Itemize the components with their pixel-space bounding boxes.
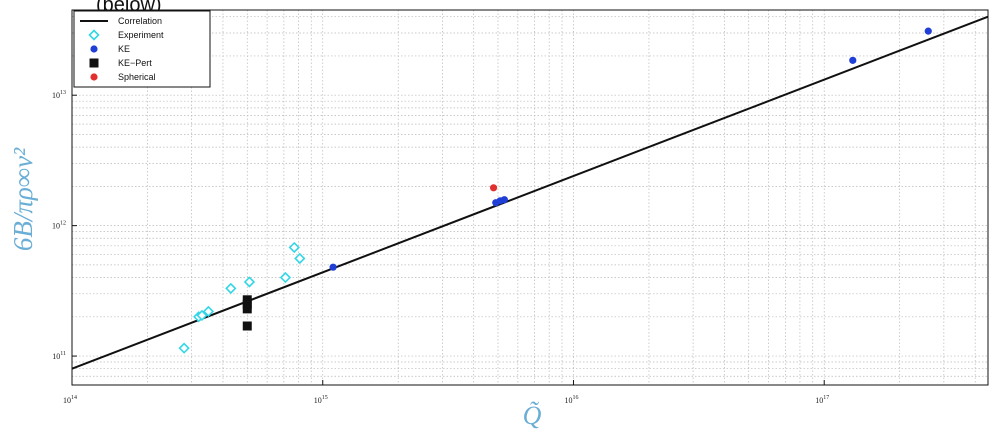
- legend-label: Correlation: [118, 16, 162, 26]
- legend-swatch: [90, 45, 98, 53]
- experiment-point: [202, 305, 215, 318]
- legend-label: Spherical: [118, 72, 156, 82]
- grid: [72, 10, 988, 385]
- data-point: [489, 184, 498, 192]
- experiment-point: [196, 309, 208, 322]
- data-point: [329, 263, 337, 271]
- data-marks: [71, 15, 989, 370]
- ke-pert-point: [242, 321, 252, 331]
- experiment-point: [294, 252, 306, 265]
- experiment-point: [288, 241, 300, 254]
- legend-label: Experiment: [118, 30, 164, 40]
- y-tick-label: 1012: [52, 221, 66, 231]
- x-tick-label: 1016: [564, 395, 578, 405]
- ke-pert-point: [242, 295, 252, 305]
- data-point: [849, 56, 857, 64]
- plot-frame: [71, 9, 989, 386]
- y-axis-label: 6B/πρ∞ν²: [8, 147, 38, 251]
- y-tick-label: 1011: [52, 351, 66, 361]
- legend-label: KE−Pert: [118, 58, 152, 68]
- experiment-point: [243, 276, 256, 288]
- series-spherical: [489, 184, 498, 192]
- data-point: [924, 27, 932, 35]
- experiment-point: [279, 271, 292, 284]
- axis-ticks: 1014 1015 1016 1017 1011 1012 1013: [52, 90, 829, 405]
- legend-swatch: [90, 73, 98, 81]
- legend: Correlation Experiment KE KE−Pert Spherical: [73, 10, 211, 88]
- series-ke-pert: [242, 295, 252, 331]
- y-tick-label: 1013: [52, 90, 66, 100]
- series-correlation: [71, 15, 989, 370]
- series-experiment: [178, 241, 306, 354]
- correlation-line: [71, 15, 989, 370]
- x-axis-label: Q̃: [523, 401, 542, 430]
- legend-swatch: [88, 29, 100, 41]
- legend-label: KE: [118, 44, 130, 54]
- experiment-point: [225, 282, 237, 295]
- legend-swatch: [89, 58, 99, 68]
- series-ke: [329, 27, 932, 271]
- experiment-point: [178, 342, 190, 354]
- x-tick-label: 1015: [314, 395, 328, 405]
- x-tick-label: 1017: [815, 395, 829, 405]
- x-tick-label: 1014: [63, 395, 77, 405]
- data-point: [500, 196, 508, 204]
